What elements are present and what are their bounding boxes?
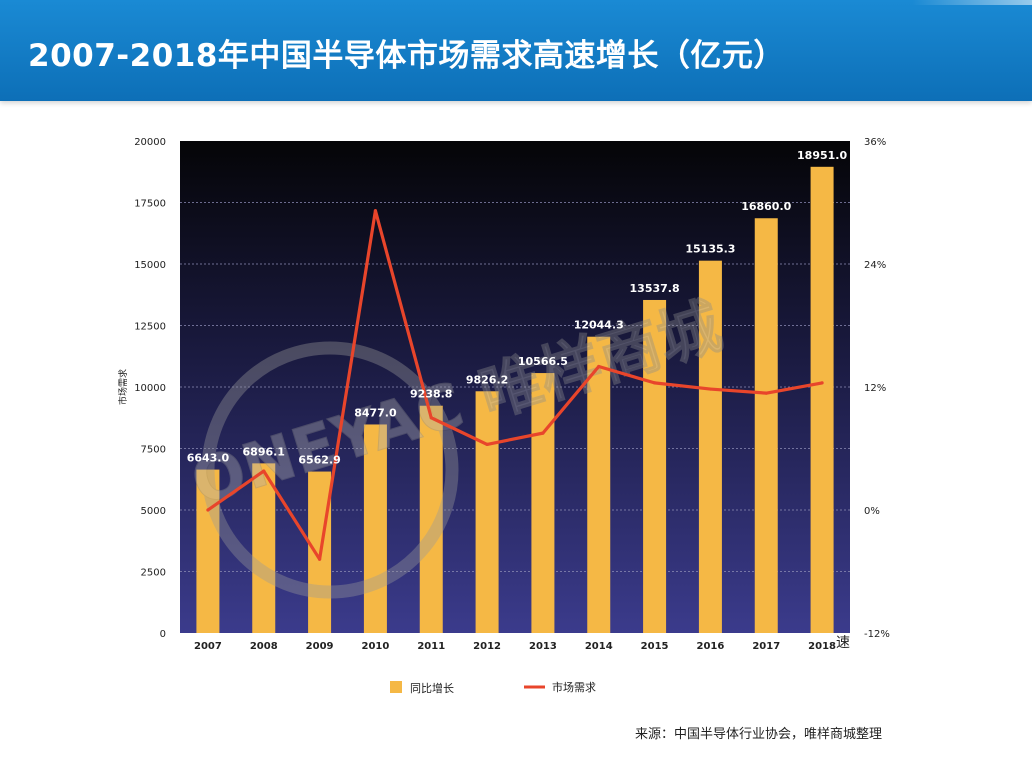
y-tick-label: 7500 bbox=[141, 445, 166, 456]
axes: 0 2500 5000 7500 10000 12500 15000 17500 20000 -1… bbox=[117, 137, 890, 652]
legend-bar-label: 同比增长 bbox=[410, 681, 454, 695]
x-tick-label: 2011 bbox=[417, 641, 445, 652]
bar-value-labels: 6643.0 6896.1 6562.9 8477.0 9238.8 9826.2 1056… bbox=[187, 149, 848, 467]
bar-value-label: 12044.3 bbox=[574, 319, 624, 332]
y2-tick-label: 36% bbox=[864, 137, 886, 148]
line-point-2009 bbox=[317, 557, 322, 561]
bar-value-label: 8477.0 bbox=[354, 406, 397, 419]
y-tick-label: 12500 bbox=[134, 322, 166, 333]
y-tick-label: 0 bbox=[160, 629, 166, 640]
bar-value-label: 6896.1 bbox=[243, 445, 285, 458]
bar-value-label: 6643.0 bbox=[187, 452, 230, 465]
y2-tick-label: -12% bbox=[864, 629, 890, 640]
y2-tick-label: 12% bbox=[864, 383, 886, 394]
bar-2008 bbox=[252, 463, 276, 633]
bar-2011 bbox=[419, 405, 443, 633]
bar-2017 bbox=[754, 218, 778, 633]
y2-tick-label: 24% bbox=[864, 260, 886, 271]
x-tick-label: 2015 bbox=[641, 641, 669, 652]
bar-value-label: 18951.0 bbox=[797, 149, 847, 162]
y-tick-label: 20000 bbox=[134, 137, 166, 148]
x-tick-label: 2007 bbox=[194, 641, 222, 652]
growth-line-path bbox=[207, 209, 823, 561]
line-point-2014 bbox=[597, 364, 601, 369]
line-point-2015 bbox=[652, 381, 657, 385]
legend: 同比增长 市场需求 bbox=[390, 680, 596, 695]
header-band: 2007-2018年中国半导体市场需求高速增长（亿元） bbox=[0, 0, 1032, 101]
page-title: 2007-2018年中国半导体市场需求高速增长（亿元） bbox=[28, 38, 785, 74]
x-tick-label: 2009 bbox=[306, 641, 334, 652]
x-tick-label: 2010 bbox=[361, 641, 389, 652]
bar-value-label: 16860.0 bbox=[741, 200, 791, 213]
x-tick-label: 2016 bbox=[696, 641, 724, 652]
header-accent bbox=[912, 0, 1032, 5]
line-point-2013 bbox=[541, 431, 545, 435]
y2-tick-label: 0% bbox=[864, 506, 880, 517]
line-point-2010 bbox=[373, 209, 378, 213]
x-tick-label: 2017 bbox=[752, 641, 780, 652]
line-point-2016 bbox=[708, 387, 713, 391]
bar-2013 bbox=[531, 373, 555, 633]
bar-2018 bbox=[810, 166, 834, 633]
x-tick-label: 2012 bbox=[473, 641, 501, 652]
y-tick-label: 17500 bbox=[134, 199, 166, 210]
bar-2016 bbox=[698, 260, 722, 633]
x-tick-label: 2013 bbox=[529, 641, 557, 652]
y-axis-label: 市场需求 bbox=[117, 369, 129, 405]
bar-value-label: 10566.5 bbox=[518, 355, 568, 368]
source-note: 来源：中国半导体行业协会，唯样商城整理 bbox=[634, 727, 882, 742]
bar-2007 bbox=[196, 469, 220, 633]
bar-value-label: 9826.2 bbox=[466, 373, 508, 386]
x-tick-label: 2018 bbox=[808, 641, 836, 652]
line-point-2008 bbox=[262, 469, 266, 473]
line-point-2018 bbox=[820, 381, 824, 385]
line-point-2012 bbox=[485, 442, 489, 446]
y-tick-label: 2500 bbox=[141, 568, 166, 579]
watermark-ring bbox=[201, 341, 459, 599]
bar-value-label: 6562.9 bbox=[298, 454, 340, 467]
bars bbox=[196, 166, 834, 633]
y-tick-label: 5000 bbox=[141, 506, 166, 517]
y-tick-label: 10000 bbox=[134, 383, 166, 394]
bar-2010 bbox=[363, 424, 387, 633]
y2-axis-label: 速 bbox=[836, 635, 850, 651]
plot-background bbox=[180, 141, 850, 633]
line-point-2011 bbox=[429, 416, 433, 420]
y-tick-label: 15000 bbox=[134, 260, 166, 271]
bar-value-label: 9238.8 bbox=[410, 388, 452, 401]
x-tick-label: 2014 bbox=[585, 641, 613, 652]
bar-2012 bbox=[475, 391, 499, 633]
bar-value-label: 15135.3 bbox=[685, 243, 735, 256]
growth-line bbox=[206, 209, 824, 561]
line-point-2007 bbox=[206, 508, 210, 512]
line-point-2017 bbox=[764, 391, 768, 395]
x-tick-label: 2008 bbox=[250, 641, 278, 652]
bar-2014 bbox=[587, 336, 611, 633]
bar-value-label: 13537.8 bbox=[630, 282, 680, 295]
legend-bar-swatch bbox=[390, 681, 402, 693]
legend-line-label: 市场需求 bbox=[552, 680, 596, 694]
